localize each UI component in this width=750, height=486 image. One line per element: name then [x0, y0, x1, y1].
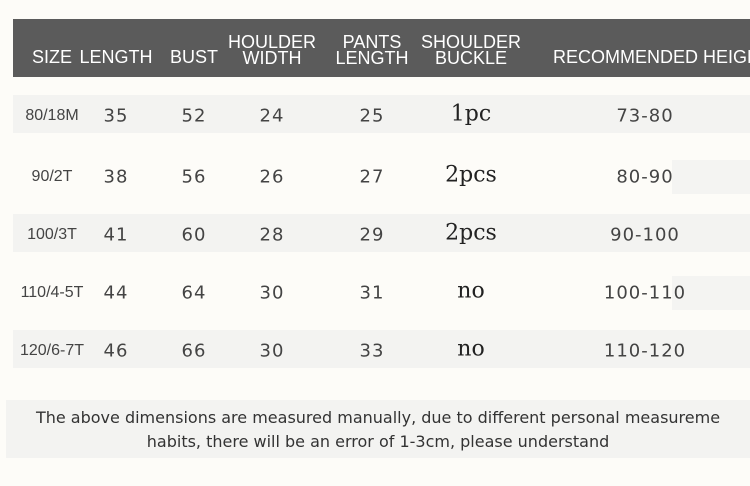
- header-size-line2: SIZE: [31, 47, 73, 67]
- header-length-line2: LENGTH: [79, 47, 153, 67]
- cell-pants-length: 25: [359, 105, 385, 127]
- cell-length: 38: [103, 166, 129, 188]
- header-pants-length-line2: LENGTH: [335, 48, 409, 68]
- row-patch: [672, 160, 750, 194]
- cell-shoulder-buckle: 1pc: [450, 101, 492, 127]
- note-line-2: habits, there will be an error of 1-3cm,…: [146, 432, 610, 451]
- cell-recommended-height: 110-120: [603, 340, 687, 362]
- table-row: [13, 214, 750, 252]
- cell-shoulder-width: 30: [259, 282, 285, 304]
- cell-length: 44: [103, 282, 129, 304]
- cell-shoulder-width: 24: [259, 105, 285, 127]
- cell-shoulder-buckle: 2pcs: [445, 220, 497, 246]
- header-shoulder-width-line2: WIDTH: [242, 48, 302, 68]
- cell-bust: 52: [181, 105, 207, 127]
- cell-size: 110/4-5T: [20, 284, 84, 301]
- cell-shoulder-buckle: 2pcs: [445, 162, 497, 188]
- cell-bust: 56: [181, 166, 207, 188]
- cell-pants-length: 27: [359, 166, 385, 188]
- header-shoulder-width-line1: HOULDER: [227, 32, 317, 52]
- cell-pants-length: 33: [359, 340, 385, 362]
- header-shoulder-buckle-line2: BUCKLE: [434, 48, 508, 68]
- cell-bust: 64: [181, 282, 207, 304]
- cell-size: 100/3T: [27, 226, 77, 243]
- cell-bust: 66: [181, 340, 207, 362]
- header-bust-line2: BUST: [169, 47, 219, 67]
- cell-size: 90/2T: [31, 168, 73, 185]
- cell-bust: 60: [181, 224, 207, 246]
- row-patch: [672, 276, 750, 310]
- cell-shoulder-buckle: no: [457, 336, 485, 362]
- cell-length: 41: [103, 224, 129, 246]
- cell-shoulder-width: 30: [259, 340, 285, 362]
- header-recommended-height-line2: RECOMMENDED HEIGH: [553, 47, 750, 67]
- header-shoulder-buckle-line1: SHOULDER: [420, 32, 522, 52]
- cell-pants-length: 31: [359, 282, 385, 304]
- cell-length: 46: [103, 340, 129, 362]
- cell-recommended-height: 73-80: [616, 105, 674, 127]
- table-row: [13, 330, 750, 368]
- table-header: [13, 19, 750, 77]
- cell-recommended-height: 90-100: [610, 224, 680, 246]
- cell-size: 120/6-7T: [19, 342, 85, 359]
- cell-shoulder-buckle: no: [457, 278, 485, 304]
- header-pants-length-line1: PANTS: [342, 32, 402, 52]
- cell-size: 80/18M: [25, 107, 79, 124]
- cell-shoulder-width: 28: [259, 224, 285, 246]
- cell-shoulder-width: 26: [259, 166, 285, 188]
- cell-recommended-height: 80-90: [616, 166, 674, 188]
- measurement-note: The above dimensions are measured manual…: [6, 400, 750, 458]
- note-line-1: The above dimensions are measured manual…: [35, 408, 721, 427]
- cell-length: 35: [103, 105, 129, 127]
- cell-pants-length: 29: [359, 224, 385, 246]
- cell-recommended-height: 100-110: [603, 282, 687, 304]
- table-row: [13, 95, 750, 133]
